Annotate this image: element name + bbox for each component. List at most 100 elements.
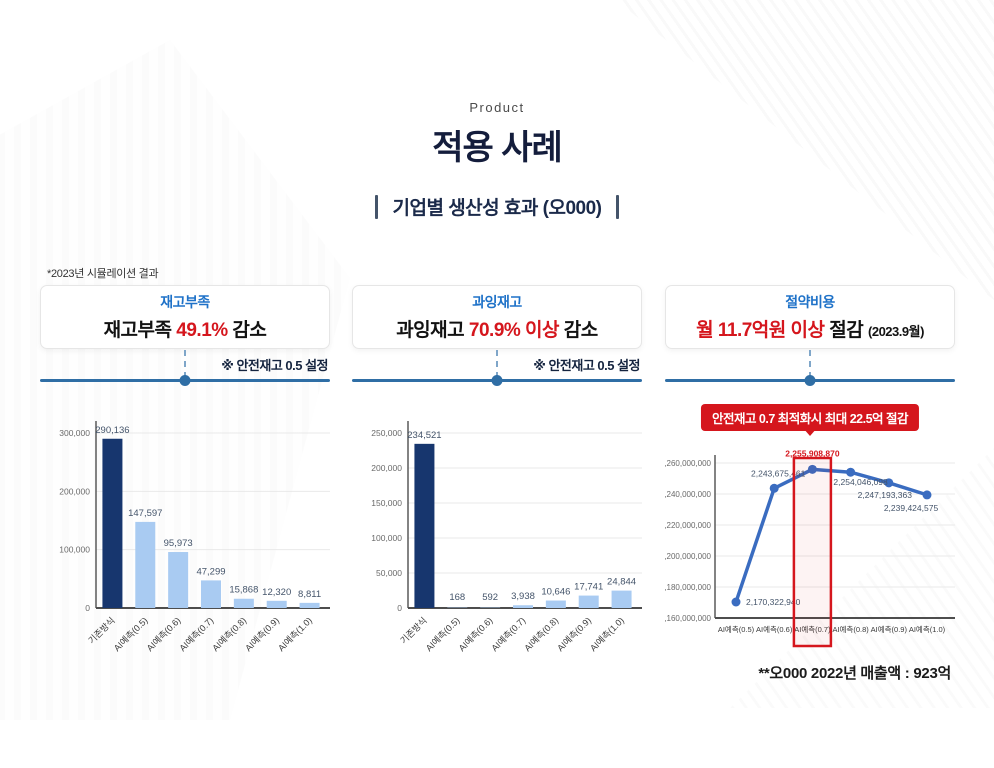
svg-text:AI예측(0.8): AI예측(0.8) <box>522 615 560 653</box>
metric-card: 과잉재고 과잉재고 70.9% 이상 감소 <box>352 285 642 349</box>
svg-text:200,000: 200,000 <box>59 486 90 496</box>
svg-text:AI예측(0.6): AI예측(0.6) <box>457 615 495 653</box>
metric-card: 재고부족 재고부족 49.1% 감소 <box>40 285 330 349</box>
svg-text:8,811: 8,811 <box>298 589 321 600</box>
safety-stock-caption: ※ 안전재고 0.5 설정 <box>533 358 640 373</box>
svg-text:2,254,046,098: 2,254,046,098 <box>833 477 888 487</box>
svg-text:2,180,000,000: 2,180,000,000 <box>665 583 712 592</box>
bar-chart-inventory-shortage: 0 100,000 200,000 300,000 290,136 147,597 95,9… <box>40 388 330 653</box>
svg-text:AI예측(0.9): AI예측(0.9) <box>555 615 593 653</box>
bar-chart-svg: 0 50,000 100,000 150,000 200,000 250,000 234,5… <box>371 421 642 653</box>
metric-headline: 과잉재고 70.9% 이상 감소 <box>396 315 598 342</box>
connector-dashed-line <box>184 350 186 378</box>
svg-text:AI예측(1.0): AI예측(1.0) <box>909 624 946 634</box>
highlight-rect <box>792 456 833 648</box>
svg-text:기존방식: 기존방식 <box>86 615 116 645</box>
metric-tag: 재고부족 <box>160 294 210 310</box>
svg-text:0: 0 <box>85 603 90 613</box>
svg-text:2,255,908,870: 2,255,908,870 <box>785 448 840 458</box>
svg-text:168: 168 <box>449 592 465 603</box>
point-labels: 2,170,322,940 2,243,675,461 2,255,908,870 2… <box>746 448 938 607</box>
svg-text:15,868: 15,868 <box>229 585 258 596</box>
line-chart-svg: 2,160,000,000 2,180,000,000 2,200,000,000 2… <box>665 448 955 648</box>
subtitle-divider-right <box>615 194 619 219</box>
page-title: 적용 사례 <box>432 129 563 167</box>
bar-chart-svg: 0 100,000 200,000 300,000 290,136 147,597 95,9… <box>59 421 330 653</box>
svg-text:12,320: 12,320 <box>262 587 291 598</box>
svg-text:AI예측(0.9): AI예측(0.9) <box>871 624 908 634</box>
timeline-dot <box>179 375 191 386</box>
svg-text:147,597: 147,597 <box>128 508 162 519</box>
y-axis-ticks: 2,160,000,000 2,180,000,000 2,200,000,000 2… <box>665 459 712 623</box>
svg-text:AI예측(0.7): AI예측(0.7) <box>794 624 831 634</box>
svg-text:AI예측(0.5): AI예측(0.5) <box>112 615 150 653</box>
connector: ※ 안전재고 0.5 설정 <box>40 349 330 379</box>
connector-dashed-line <box>496 350 498 378</box>
svg-text:2,247,193,363: 2,247,193,363 <box>858 490 913 500</box>
svg-text:2,220,000,000: 2,220,000,000 <box>665 521 712 530</box>
timeline-rule <box>665 375 955 386</box>
svg-text:AI예측(0.7): AI예측(0.7) <box>490 615 528 653</box>
svg-text:0: 0 <box>397 603 402 613</box>
svg-text:기존방식: 기존방식 <box>398 615 428 645</box>
svg-text:100,000: 100,000 <box>59 545 90 555</box>
svg-text:50,000: 50,000 <box>376 568 402 578</box>
svg-text:47,299: 47,299 <box>196 566 225 577</box>
headline-highlight: 월 11.7억원 이상 <box>696 320 825 341</box>
headline-post: 감소 <box>227 320 267 341</box>
eyebrow-label: Product <box>469 100 525 115</box>
svg-text:592: 592 <box>482 592 498 603</box>
connector: ※ 안전재고 0.5 설정 <box>352 349 642 379</box>
svg-text:250,000: 250,000 <box>371 428 402 438</box>
value-labels: 234,521 168 592 3,938 10,646 17,741 24,844 <box>407 430 636 603</box>
headline-post: 절감 <box>824 320 869 341</box>
timeline-rule <box>352 375 642 386</box>
svg-text:290,136: 290,136 <box>95 425 129 436</box>
svg-text:200,000: 200,000 <box>371 463 402 473</box>
panel-excess-inventory: 과잉재고 과잉재고 70.9% 이상 감소 ※ 안전재고 0.5 설정 0 50,… <box>352 285 642 653</box>
connector-dashed-line <box>809 350 811 378</box>
svg-text:2,200,000,000: 2,200,000,000 <box>665 552 712 561</box>
svg-text:AI예측(0.6): AI예측(0.6) <box>756 624 793 634</box>
svg-text:AI예측(1.0): AI예측(1.0) <box>276 615 314 653</box>
panel-inventory-shortage: 재고부족 재고부족 49.1% 감소 ※ 안전재고 0.5 설정 0 100,00… <box>40 285 330 653</box>
panel-cost-saving: 절약비용 월 11.7억원 이상 절감 (2023.9월) 안전재고 0.7 최… <box>665 285 955 683</box>
callout-arrow-icon <box>803 428 817 436</box>
revenue-footnote: **오000 2022년 매출액 : 923억 <box>758 665 951 682</box>
subtitle-row: 기업별 생산성 효과 (오000) <box>0 193 994 220</box>
headline-pre: 과잉재고 <box>396 320 469 341</box>
metric-tag: 절약비용 <box>785 294 835 310</box>
simulation-note: *2023년 시뮬레이션 결과 <box>47 268 159 280</box>
svg-text:2,260,000,000: 2,260,000,000 <box>665 459 712 468</box>
bar-chart-excess-inventory: 0 50,000 100,000 150,000 200,000 250,000 234,5… <box>352 388 642 653</box>
svg-text:300,000: 300,000 <box>59 428 90 438</box>
headline-highlight: 49.1% <box>176 320 228 341</box>
headline-suffix: (2023.9월) <box>868 324 924 339</box>
x-axis-labels: 기존방식AI예측(0.5)AI예측(0.6)AI예측(0.7)AI예측(0.8)… <box>398 615 626 653</box>
svg-text:AI예측(0.7): AI예측(0.7) <box>178 615 216 653</box>
x-axis-labels: AI예측(0.5)AI예측(0.6)AI예측(0.7)AI예측(0.8)AI예측… <box>718 624 946 634</box>
svg-text:2,170,322,940: 2,170,322,940 <box>746 597 801 607</box>
svg-text:95,973: 95,973 <box>164 538 193 549</box>
metric-tag: 과잉재고 <box>472 294 522 310</box>
callout-badge: 안전재고 0.7 최적화시 최대 22.5억 절감 <box>700 404 920 431</box>
svg-text:AI예측(0.5): AI예측(0.5) <box>718 624 755 634</box>
y-axis-ticks: 0 100,000 200,000 300,000 <box>59 428 90 613</box>
svg-text:AI예측(0.6): AI예측(0.6) <box>145 615 183 653</box>
svg-text:3,938: 3,938 <box>511 591 535 602</box>
gridlines <box>408 432 642 574</box>
svg-text:AI예측(0.8): AI예측(0.8) <box>210 615 248 653</box>
svg-text:AI예측(0.8): AI예측(0.8) <box>832 624 869 634</box>
connector <box>665 349 955 379</box>
value-labels: 290,136 147,597 95,973 47,299 15,868 12,320 8,… <box>95 425 321 600</box>
svg-text:AI예측(0.5): AI예측(0.5) <box>424 615 462 653</box>
line-chart-cost-saving: 안전재고 0.7 최적화시 최대 22.5억 절감 2,160,000,0002… <box>665 388 955 658</box>
timeline-rule <box>40 375 330 386</box>
gridlines <box>96 432 330 551</box>
metric-headline: 재고부족 49.1% 감소 <box>104 315 267 342</box>
metric-card: 절약비용 월 11.7억원 이상 절감 (2023.9월) <box>665 285 955 349</box>
svg-text:2,239,424,575: 2,239,424,575 <box>884 503 939 513</box>
headline-pre: 재고부족 <box>103 320 177 341</box>
svg-text:234,521: 234,521 <box>407 430 441 441</box>
timeline-dot <box>804 375 816 386</box>
